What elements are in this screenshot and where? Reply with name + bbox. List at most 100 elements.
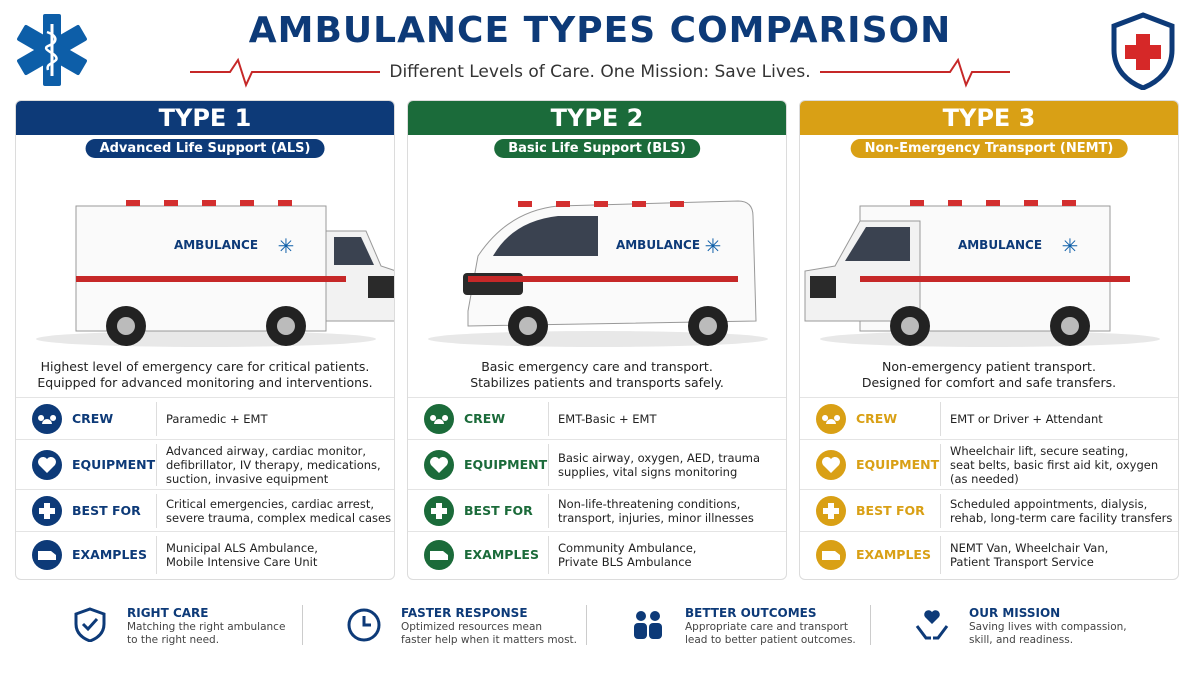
row-glyph bbox=[430, 457, 448, 473]
row-divider bbox=[548, 402, 549, 436]
row-glyph bbox=[822, 551, 840, 560]
row-text-line: Private BLS Ambulance bbox=[558, 555, 692, 569]
description-line: Highest level of emergency care for crit… bbox=[40, 359, 370, 374]
card: TYPE 2 Basic Life Support (BLS) AMBULANCE ✳… bbox=[407, 100, 787, 580]
row-icon bbox=[424, 540, 454, 570]
glyph bbox=[39, 503, 55, 519]
description-line: Stabilizes patients and transports safel… bbox=[470, 375, 724, 390]
footer-title: FASTER RESPONSE bbox=[401, 606, 528, 620]
glyph bbox=[822, 457, 840, 473]
ambulance-image: AMBULANCE ✳ bbox=[428, 200, 768, 347]
description: Highest level of emergency care for crit… bbox=[16, 359, 394, 391]
footer-text-line: to the right need. bbox=[127, 634, 220, 646]
description: Basic emergency care and transport. Stabi… bbox=[408, 359, 786, 391]
footer-text: Saving lives with compassion, skill, and … bbox=[969, 621, 1127, 647]
light bbox=[594, 201, 608, 207]
glyph bbox=[822, 551, 840, 560]
shadow bbox=[36, 331, 376, 347]
footer-text-line: Appropriate care and transport bbox=[685, 621, 848, 633]
row-icon bbox=[424, 450, 454, 480]
row-divider bbox=[156, 444, 157, 486]
row-label: BEST FOR bbox=[72, 503, 141, 518]
row-text: Scheduled appointments, dialysis, rehab, … bbox=[950, 497, 1172, 525]
description-line: Equipped for advanced monitoring and int… bbox=[37, 375, 373, 390]
light bbox=[202, 200, 216, 206]
row-glyph bbox=[430, 415, 449, 424]
light bbox=[126, 200, 140, 206]
row-divider bbox=[156, 494, 157, 528]
row: CREW EMT or Driver + Attendant bbox=[800, 397, 1178, 439]
red-stripe bbox=[468, 276, 738, 282]
row-divider bbox=[548, 494, 549, 528]
row-glyph bbox=[431, 503, 447, 519]
level-pill: Basic Life Support (BLS) bbox=[494, 139, 700, 158]
row-glyph bbox=[39, 503, 55, 519]
row: EQUIPMENT Advanced airway, cardiac monito… bbox=[16, 439, 394, 489]
light bbox=[948, 200, 962, 206]
row-label: BEST FOR bbox=[464, 503, 533, 518]
row-glyph bbox=[822, 415, 841, 424]
footer-text: Appropriate care and transport lead to be… bbox=[685, 621, 856, 647]
subtitle: Different Levels of Care. One Mission: S… bbox=[389, 62, 811, 82]
row: BEST FOR Non-life-threatening conditions,… bbox=[408, 489, 786, 531]
row-icon bbox=[32, 540, 62, 570]
ambulance-image: AMBULANCE ✳ bbox=[36, 200, 394, 347]
footer-title: OUR MISSION bbox=[969, 606, 1061, 620]
level-pill: Advanced Life Support (ALS) bbox=[85, 139, 325, 158]
cab-window bbox=[845, 227, 910, 261]
row-icon bbox=[424, 404, 454, 434]
row-text: Community Ambulance, Private BLS Ambulanc… bbox=[558, 541, 696, 569]
light bbox=[278, 200, 292, 206]
row-text-line: rehab, long-term care facility transfers bbox=[950, 511, 1173, 525]
cab-window bbox=[334, 237, 374, 265]
row-glyph bbox=[38, 457, 56, 473]
row-text-line: Wheelchair lift, secure seating, bbox=[950, 444, 1129, 458]
glyph bbox=[38, 551, 56, 560]
van-label: AMBULANCE bbox=[958, 238, 1042, 252]
description-line: Designed for comfort and safe transfers. bbox=[861, 375, 1117, 390]
row-text-line: Basic airway, oxygen, AED, trauma bbox=[558, 451, 761, 465]
row: EXAMPLES Municipal ALS Ambulance, Mobile I… bbox=[16, 531, 394, 577]
light bbox=[240, 200, 254, 206]
row: EQUIPMENT Basic airway, oxygen, AED, trau… bbox=[408, 439, 786, 489]
ambulance-image: AMBULANCE ✳ bbox=[804, 200, 1160, 347]
footer-icon bbox=[74, 607, 106, 642]
row-text: Advanced airway, cardiac monitor, defibri… bbox=[166, 444, 381, 486]
footer-icon bbox=[347, 608, 381, 642]
row-text-line: Paramedic + EMT bbox=[166, 412, 268, 426]
row-icon bbox=[816, 496, 846, 526]
row-divider bbox=[940, 536, 941, 574]
footer-text: Matching the right ambulance to the right… bbox=[127, 621, 285, 647]
row-text-line: EMT or Driver + Attendant bbox=[950, 412, 1103, 426]
row-text: Municipal ALS Ambulance, Mobile Intensive… bbox=[166, 541, 318, 569]
red-stripe bbox=[76, 276, 346, 282]
van-label: AMBULANCE bbox=[616, 238, 700, 252]
card-header: TYPE 1 bbox=[16, 101, 394, 135]
row-label: EQUIPMENT bbox=[856, 457, 940, 472]
glyph bbox=[38, 415, 57, 424]
row-label: CREW bbox=[856, 411, 898, 426]
row-text: Basic airway, oxygen, AED, trauma supplie… bbox=[558, 451, 760, 479]
row-label: CREW bbox=[72, 411, 114, 426]
row-divider bbox=[548, 536, 549, 574]
hub bbox=[117, 317, 135, 335]
light bbox=[1024, 200, 1038, 206]
row-icon bbox=[816, 450, 846, 480]
glyph bbox=[430, 415, 449, 424]
shield-icon bbox=[1111, 12, 1175, 90]
row-label: BEST FOR bbox=[856, 503, 925, 518]
hub bbox=[519, 317, 537, 335]
footer-divider bbox=[302, 605, 303, 645]
row-text-line: Patient Transport Service bbox=[950, 555, 1094, 569]
row-text-line: Community Ambulance, bbox=[558, 541, 697, 555]
row-glyph bbox=[822, 457, 840, 473]
footer-text-line: Matching the right ambulance bbox=[127, 621, 286, 633]
light bbox=[556, 201, 570, 207]
hub bbox=[277, 317, 295, 335]
row-icon bbox=[424, 496, 454, 526]
footer-text-line: faster help when it matters most. bbox=[401, 634, 577, 646]
footer-divider bbox=[586, 605, 587, 645]
row-text-line: Municipal ALS Ambulance, bbox=[166, 541, 318, 555]
footer-text-line: skill, and readiness. bbox=[969, 634, 1074, 646]
row: BEST FOR Critical emergencies, cardiac ar… bbox=[16, 489, 394, 531]
